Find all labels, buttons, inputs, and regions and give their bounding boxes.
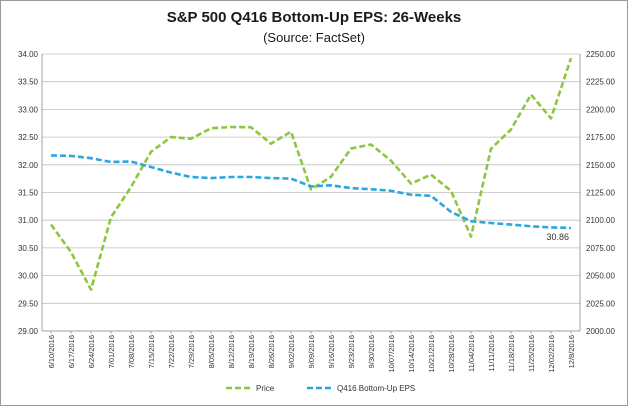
left-tick-label: 31.00 [18, 216, 39, 225]
x-tick-label: 9/30/2016 [367, 335, 376, 368]
left-tick-label: 32.50 [18, 133, 39, 142]
gridlines [41, 53, 581, 332]
left-tick-label: 29.00 [18, 327, 39, 336]
x-tick-label: 6/17/2016 [67, 335, 76, 368]
last-eps-data-label: 30.86 [546, 232, 569, 242]
left-tick-label: 30.50 [18, 244, 39, 253]
right-tick-label: 2050.00 [586, 272, 615, 281]
x-tick-label: 9/09/2016 [307, 335, 316, 368]
right-tick-label: 2175.00 [586, 133, 615, 142]
chart-title: S&P 500 Q416 Bottom-Up EPS: 26-Weeks [167, 9, 462, 26]
left-axis-ticks: 29.00 29.50 30.00 30.50 31.00 31.50 32.00 32.50… [18, 50, 39, 336]
right-tick-label: 2075.00 [586, 244, 615, 253]
x-axis-ticks: 6/10/2016 6/17/2016 6/24/2016 7/01/2016 7/08… [47, 331, 576, 373]
x-tick-label: 8/19/2016 [247, 335, 256, 368]
left-tick-label: 33.50 [18, 78, 39, 87]
x-tick-label: 7/08/2016 [127, 335, 136, 368]
x-tick-label: 7/29/2016 [187, 335, 196, 368]
x-tick-label: 8/12/2016 [227, 335, 236, 368]
x-tick-label: 10/28/2016 [447, 335, 456, 373]
x-tick-label: 7/01/2016 [107, 335, 116, 368]
x-tick-label: 12/8/2016 [567, 335, 576, 368]
right-tick-label: 2150.00 [586, 161, 615, 170]
series-line-eps [50, 154, 572, 230]
legend: Price Q416 Bottom-Up EPS [226, 384, 415, 393]
x-tick-label: 10/21/2016 [427, 335, 436, 373]
x-tick-label: 12/02/2016 [547, 335, 556, 373]
right-tick-label: 2225.00 [586, 78, 615, 87]
left-tick-label: 31.50 [18, 189, 39, 198]
left-tick-label: 33.00 [18, 105, 39, 114]
chart-subtitle: (Source: FactSet) [263, 30, 365, 45]
x-tick-label: 10/07/2016 [387, 335, 396, 373]
x-tick-label: 9/23/2016 [347, 335, 356, 368]
right-tick-label: 2250.00 [586, 50, 615, 59]
series-line-price [49, 57, 573, 291]
right-tick-label: 2125.00 [586, 189, 615, 198]
x-tick-label: 8/26/2016 [267, 335, 276, 368]
left-tick-label: 29.50 [18, 299, 39, 308]
right-tick-label: 2000.00 [586, 327, 615, 336]
x-tick-label: 7/15/2016 [147, 335, 156, 368]
x-tick-label: 9/16/2016 [327, 335, 336, 368]
left-tick-label: 34.00 [18, 50, 39, 59]
x-tick-label: 8/05/2016 [207, 335, 216, 368]
x-tick-label: 11/11/2016 [487, 335, 496, 371]
x-tick-label: 6/24/2016 [87, 335, 96, 368]
right-tick-label: 2100.00 [586, 216, 615, 225]
left-tick-label: 30.00 [18, 272, 39, 281]
x-tick-label: 7/22/2016 [167, 335, 176, 368]
right-tick-label: 2025.00 [586, 299, 615, 308]
x-tick-label: 11/04/2016 [467, 335, 476, 372]
x-tick-label: 6/10/2016 [47, 335, 56, 368]
series-layer [49, 57, 573, 291]
x-tick-label: 9/02/2016 [287, 335, 296, 368]
left-tick-label: 32.00 [18, 161, 39, 170]
legend-label: Q416 Bottom-Up EPS [337, 384, 415, 393]
x-tick-label: 11/25/2016 [527, 335, 536, 372]
x-tick-label: 11/18/2016 [507, 335, 516, 372]
legend-label: Price [256, 384, 275, 393]
right-axis-ticks: 2000.00 2025.00 2050.00 2075.00 2100.00 2125.… [586, 50, 615, 336]
x-tick-label: 10/14/2016 [407, 335, 416, 373]
right-tick-label: 2200.00 [586, 105, 615, 114]
